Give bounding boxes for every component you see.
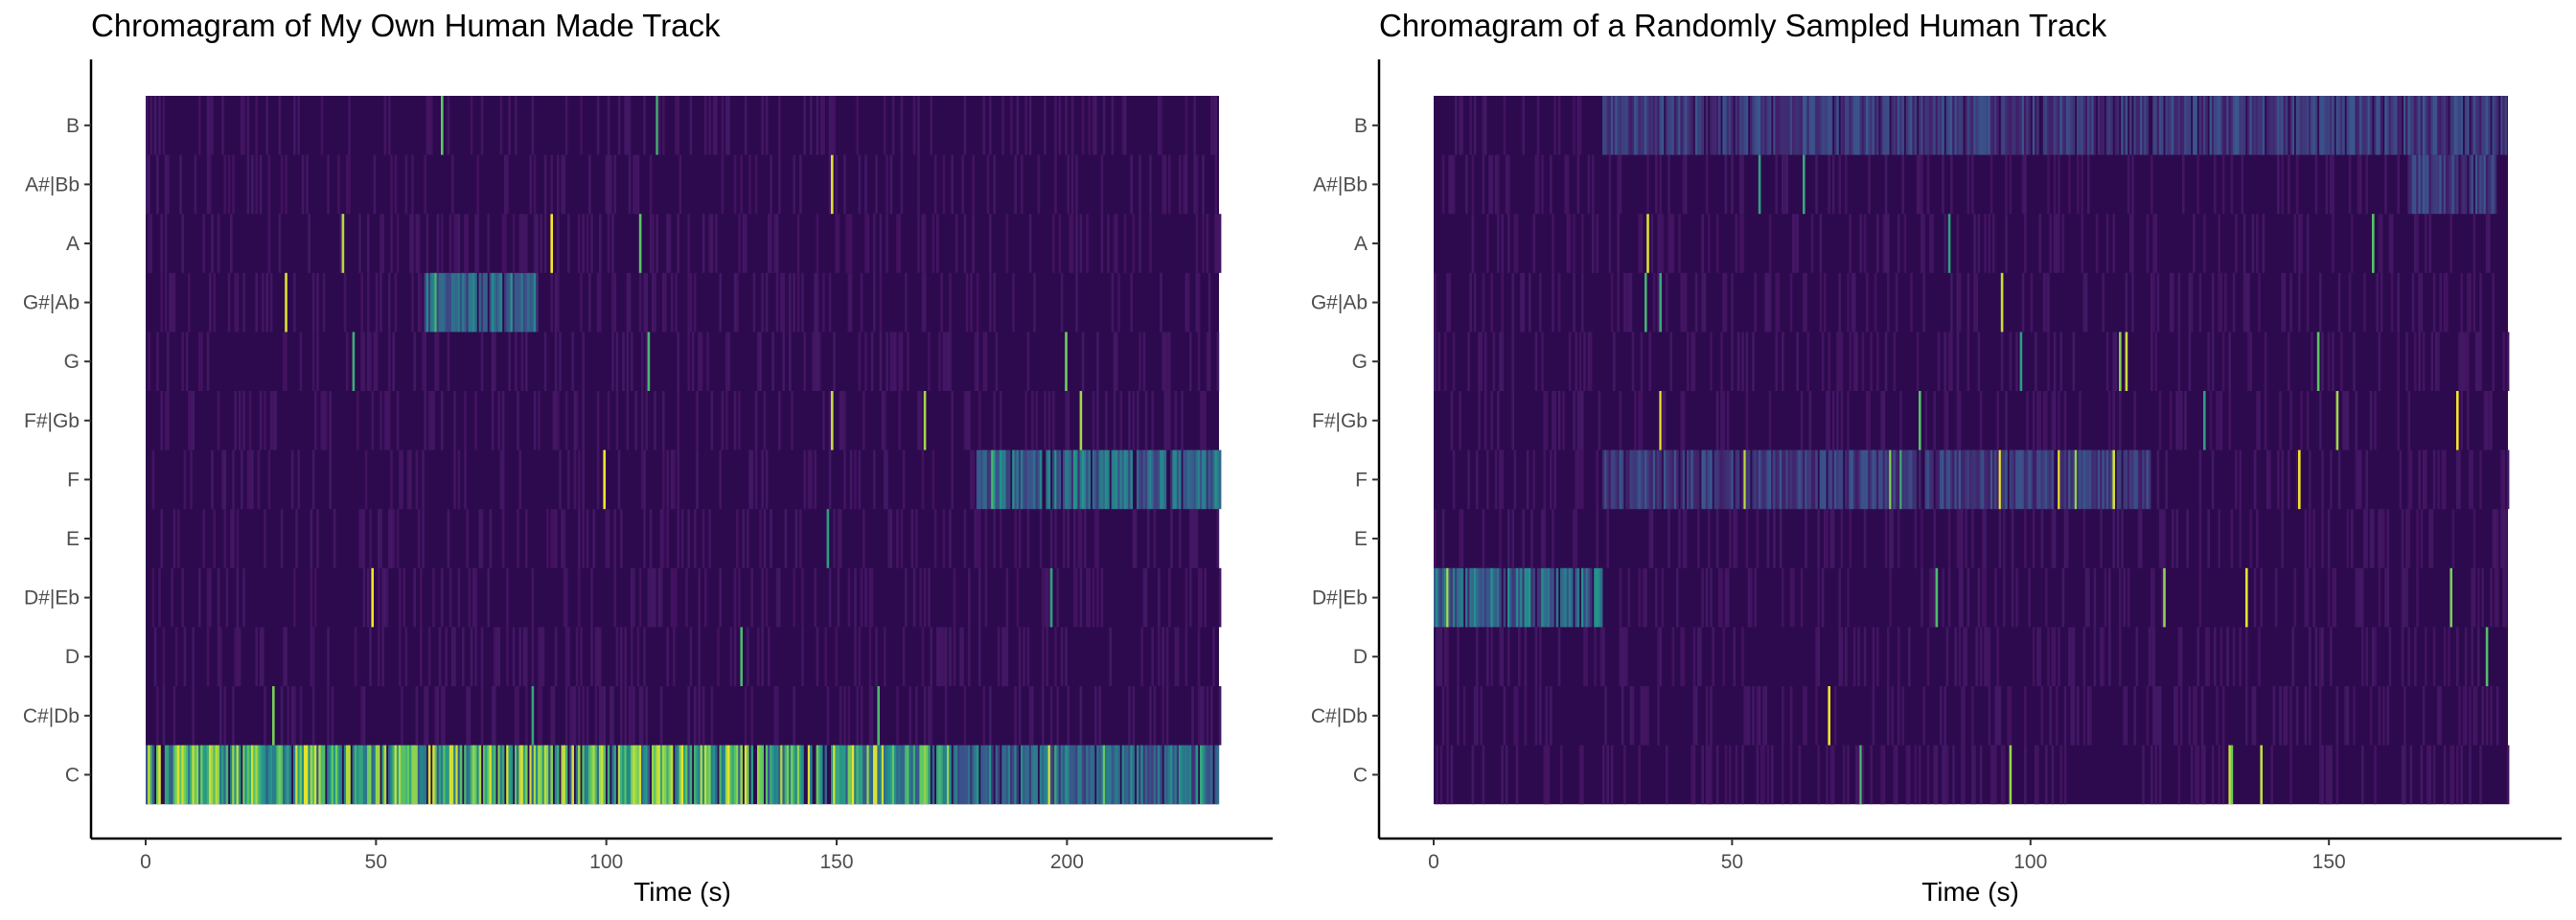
heatmap-row-f xyxy=(1452,449,2510,510)
y-tick-label: E xyxy=(66,528,80,550)
right-heatmap xyxy=(1434,96,2510,805)
y-tick-label: D xyxy=(1353,646,1368,668)
left-panel: Chromagram of My Own Human Made Track CC… xyxy=(23,8,1273,907)
right-chart-title: Chromagram of a Randomly Sampled Human T… xyxy=(1379,8,2107,43)
heatmap-row-b xyxy=(146,96,1217,155)
left-chart-title: Chromagram of My Own Human Made Track xyxy=(91,8,721,43)
y-tick-label: C xyxy=(65,764,80,786)
y-tick-label: A xyxy=(1354,233,1368,255)
y-tick-label: D#|Eb xyxy=(1312,587,1368,610)
heatmap-row-dsharp-eb xyxy=(1434,567,2508,628)
y-tick-label: A#|Bb xyxy=(25,173,80,196)
x-tick-label: 150 xyxy=(2312,851,2346,873)
x-tick-label: 100 xyxy=(2013,851,2047,873)
y-tick-label: C xyxy=(1353,764,1368,786)
heatmap-row-fsharp-gb xyxy=(160,391,1207,450)
heatmap-row-d xyxy=(153,627,1215,686)
y-tick-label: D xyxy=(65,646,80,668)
heatmap-row-g xyxy=(1434,332,2510,391)
y-tick-label: C#|Db xyxy=(1311,705,1368,727)
heatmap-row-asharp-bb xyxy=(1441,154,2497,215)
right-panel: Chromagram of a Randomly Sampled Human T… xyxy=(1311,8,2562,907)
y-tick-label: G#|Ab xyxy=(23,292,80,314)
heatmap-row-g xyxy=(148,332,1220,391)
y-tick-label: A#|Bb xyxy=(1313,173,1368,196)
right-y-axis: C C#|Db D D#|Eb E F F#|Gb G G#|Ab A A#|Bb B xyxy=(1311,115,1379,786)
heatmap-row-dsharp-eb xyxy=(151,567,1222,628)
heatmap-row-gsharp-ab xyxy=(160,272,1211,333)
x-tick-label: 0 xyxy=(140,851,151,873)
heatmap-row-c xyxy=(1436,745,2510,805)
y-tick-label: F xyxy=(1355,469,1368,491)
x-tick-label: 150 xyxy=(820,851,854,873)
left-x-axis: 0 50 100 150 200 xyxy=(140,839,1084,873)
heatmap-row-a xyxy=(1471,214,2491,273)
right-x-axis-title: Time (s) xyxy=(1921,877,2019,907)
heatmap-row-csharp-db xyxy=(156,686,1222,746)
y-tick-label: G xyxy=(1352,351,1368,373)
y-tick-label: E xyxy=(1354,528,1368,550)
y-tick-label: F#|Gb xyxy=(1312,410,1368,432)
heatmap-row-e xyxy=(160,509,1220,568)
left-heatmap xyxy=(146,96,1222,805)
heatmap-row-c xyxy=(146,745,1220,805)
y-tick-label: D#|Eb xyxy=(24,587,80,610)
y-tick-label: A xyxy=(66,233,80,255)
x-tick-label: 100 xyxy=(589,851,623,873)
y-tick-label: B xyxy=(1354,115,1368,137)
x-tick-label: 50 xyxy=(1721,851,1743,873)
x-tick-label: 0 xyxy=(1428,851,1439,873)
y-tick-label: C#|Db xyxy=(23,705,80,727)
heatmap-row-gsharp-ab xyxy=(1434,272,2495,333)
heatmap-row-a xyxy=(148,214,1222,273)
heatmap-row-d xyxy=(1436,627,2489,686)
y-tick-label: F#|Gb xyxy=(24,410,80,432)
left-y-axis: C C#|Db D D#|Eb E F F#|Gb G G#|Ab A A#|Bb B xyxy=(23,115,91,786)
heatmap-row-csharp-db xyxy=(1441,686,2499,746)
y-tick-label: G xyxy=(64,351,80,373)
y-tick-label: G#|Ab xyxy=(1311,292,1368,314)
x-tick-label: 200 xyxy=(1050,851,1084,873)
heatmap-row-e xyxy=(1434,509,2508,568)
x-tick-label: 50 xyxy=(365,851,387,873)
right-x-axis: 0 50 100 150 xyxy=(1428,839,2346,873)
y-tick-label: F xyxy=(67,469,80,491)
heatmap-row-f xyxy=(151,449,1222,510)
heatmap-row-fsharp-gb xyxy=(1450,391,2493,450)
left-x-axis-title: Time (s) xyxy=(633,877,731,907)
y-tick-label: B xyxy=(66,115,80,137)
heatmap-row-b xyxy=(1455,96,2508,155)
heatmap-row-asharp-bb xyxy=(146,154,1217,215)
